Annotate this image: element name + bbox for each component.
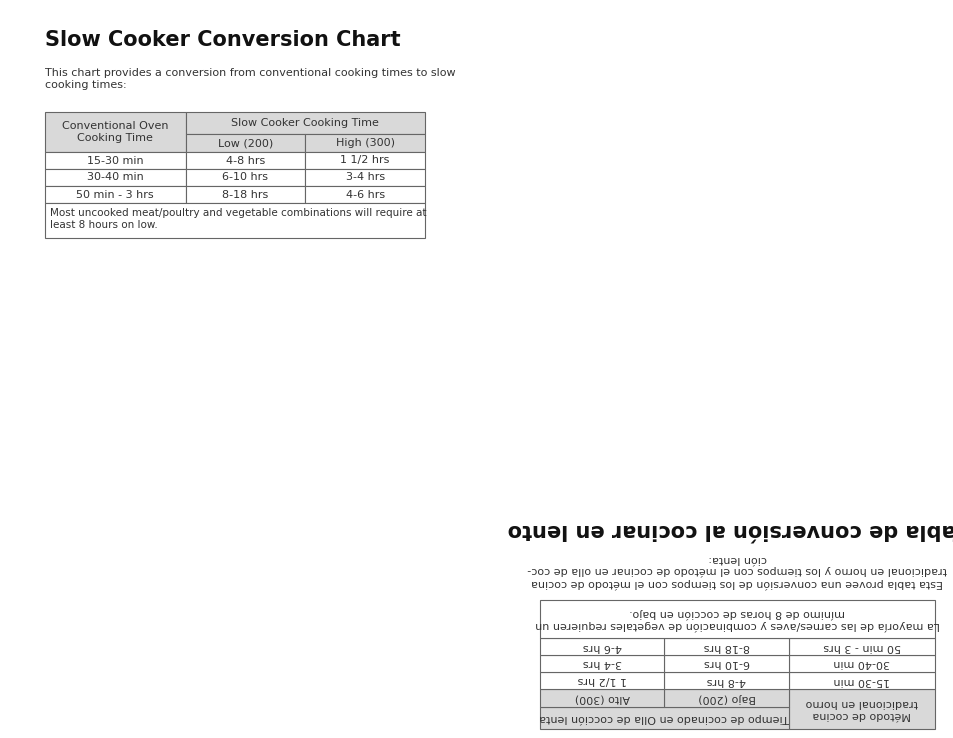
Text: 30-40 min: 30-40 min	[87, 173, 144, 182]
Text: Alto (300): Alto (300)	[574, 693, 629, 703]
Bar	[539, 689, 663, 707]
Bar	[186, 186, 305, 203]
Bar	[788, 689, 934, 729]
Text: 4-8 hrs: 4-8 hrs	[226, 156, 265, 165]
Text: Bajo (200): Bajo (200)	[697, 693, 755, 703]
Text: 15-30 min: 15-30 min	[87, 156, 144, 165]
Bar	[539, 638, 663, 655]
Bar	[45, 203, 424, 238]
Bar	[186, 112, 424, 134]
Bar	[305, 152, 424, 169]
Text: 3-4 hrs: 3-4 hrs	[582, 658, 621, 669]
Bar	[663, 689, 788, 707]
Bar	[663, 655, 788, 672]
Text: 4-6 hrs: 4-6 hrs	[345, 190, 384, 199]
Text: Tiempo de cocinado en Olla de cocción lenta: Tiempo de cocinado en Olla de cocción le…	[539, 713, 788, 723]
Bar	[539, 707, 788, 729]
Bar	[305, 186, 424, 203]
Bar	[186, 152, 305, 169]
Bar	[539, 655, 663, 672]
Text: Low (200): Low (200)	[217, 138, 273, 148]
Bar	[305, 169, 424, 186]
Bar	[305, 134, 424, 152]
Text: This chart provides a conversion from conventional cooking times to slow
cooking: This chart provides a conversion from co…	[45, 68, 456, 89]
Bar	[788, 655, 934, 672]
Text: 4-6 hrs: 4-6 hrs	[582, 641, 621, 652]
Text: Most uncooked meat/poultry and vegetable combinations will require at
least 8 ho: Most uncooked meat/poultry and vegetable…	[50, 208, 426, 230]
Text: 30-40 min: 30-40 min	[833, 658, 889, 669]
Text: Método de cocina
tradicional en horno: Método de cocina tradicional en horno	[805, 698, 917, 720]
Bar	[45, 186, 186, 203]
Text: 8-18 hrs: 8-18 hrs	[702, 641, 749, 652]
Bar	[663, 672, 788, 689]
Bar	[186, 169, 305, 186]
Text: 50 min - 3 hrs: 50 min - 3 hrs	[822, 641, 900, 652]
Bar	[539, 600, 934, 638]
Text: 4-8 hrs: 4-8 hrs	[706, 675, 745, 686]
Text: 1 1/2 hrs: 1 1/2 hrs	[577, 675, 626, 686]
Bar	[45, 169, 186, 186]
Text: 1 1/2 hrs: 1 1/2 hrs	[340, 156, 390, 165]
Text: Esta tabla provee una conversión de los tiempos con el método de cocina
tradicio: Esta tabla provee una conversión de los …	[527, 554, 946, 588]
Text: High (300): High (300)	[335, 138, 395, 148]
Bar	[788, 638, 934, 655]
Text: Conventional Oven
Cooking Time: Conventional Oven Cooking Time	[62, 121, 169, 142]
Text: 6-10 hrs: 6-10 hrs	[222, 173, 268, 182]
Bar	[663, 638, 788, 655]
Text: 50 min - 3 hrs: 50 min - 3 hrs	[76, 190, 154, 199]
Bar	[45, 152, 186, 169]
Text: 8-18 hrs: 8-18 hrs	[222, 190, 269, 199]
Bar	[186, 134, 305, 152]
Bar	[45, 112, 186, 152]
Text: 6-10 hrs: 6-10 hrs	[703, 658, 749, 669]
Bar	[788, 672, 934, 689]
Text: 15-30 min: 15-30 min	[833, 675, 889, 686]
Bar	[539, 672, 663, 689]
Text: Slow Cooker Cooking Time: Slow Cooker Cooking Time	[232, 118, 379, 128]
Text: Slow Cooker Conversion Chart: Slow Cooker Conversion Chart	[45, 30, 400, 50]
Text: 3-4 hrs: 3-4 hrs	[345, 173, 384, 182]
Text: La mayoría de las carnes/aves y combinación de vegetales requieren un
mínimo de : La mayoría de las carnes/aves y combinac…	[535, 607, 939, 630]
Text: Tabla de conversión al cocinar en lento: Tabla de conversión al cocinar en lento	[507, 520, 953, 540]
